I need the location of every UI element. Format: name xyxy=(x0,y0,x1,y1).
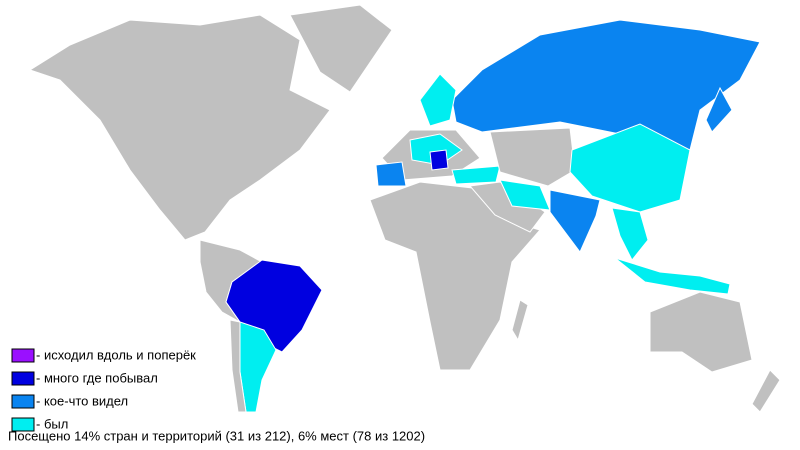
indonesia xyxy=(614,257,731,295)
balkans xyxy=(429,149,449,171)
australia xyxy=(649,291,753,373)
footer-text: Посещено 14% стран и территорий (31 из 2… xyxy=(8,428,425,443)
legend-label: - кое-что видел xyxy=(36,393,128,408)
north-america xyxy=(28,14,331,241)
legend-swatch xyxy=(11,348,35,363)
chile xyxy=(229,319,247,413)
legend-label: - много где побывал xyxy=(36,370,158,385)
legend-label: - исходил вдоль и поперёк xyxy=(36,347,196,362)
india xyxy=(549,189,601,253)
turkey xyxy=(451,165,501,185)
japan xyxy=(705,86,733,133)
new-zealand xyxy=(751,369,781,413)
legend-swatch xyxy=(11,394,35,409)
central-asia xyxy=(489,127,576,187)
middle-east xyxy=(469,181,546,233)
china xyxy=(569,123,691,213)
countries xyxy=(28,4,781,413)
legend-swatch xyxy=(11,417,35,432)
scandinavia xyxy=(419,73,457,127)
legend: - исходил вдоль и поперёк - много где поб… xyxy=(11,347,196,432)
central-europe xyxy=(409,133,463,166)
spain xyxy=(375,161,407,187)
legend-swatch xyxy=(11,371,35,386)
greenland xyxy=(289,4,393,93)
southeast-asia xyxy=(611,207,649,261)
madagascar xyxy=(511,299,529,342)
legend-label: - был xyxy=(36,416,68,431)
